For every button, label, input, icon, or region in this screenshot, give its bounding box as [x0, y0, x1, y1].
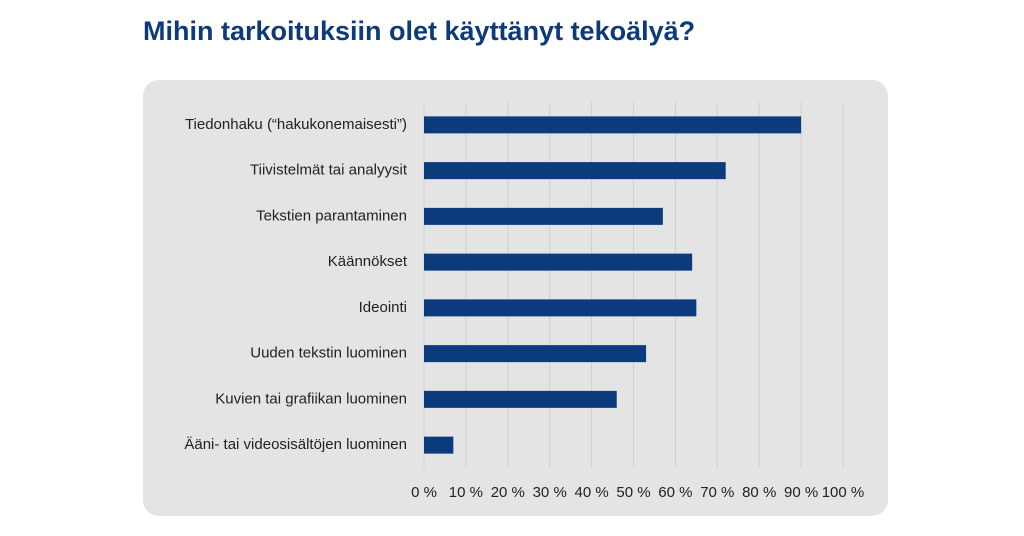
y-tick-label: Käännökset	[328, 253, 408, 270]
chart-panel	[143, 80, 888, 516]
y-tick-label: Tiedonhaku (“hakukonemaisesti”)	[185, 116, 407, 133]
x-tick-label: 0 %	[411, 484, 437, 501]
x-tick-label: 80 %	[742, 484, 776, 501]
bar	[424, 299, 697, 317]
bar	[424, 253, 693, 271]
bar	[424, 116, 802, 134]
x-tick-label: 30 %	[533, 484, 567, 501]
bar	[424, 345, 647, 363]
chart-title: Mihin tarkoituksiin olet käyttänyt tekoä…	[143, 16, 695, 46]
x-tick-label: 50 %	[616, 484, 650, 501]
bar	[424, 390, 617, 408]
y-tick-label: Ääni- tai videosisältöjen luominen	[184, 436, 407, 453]
x-tick-label: 70 %	[700, 484, 734, 501]
x-tick-label: 60 %	[658, 484, 692, 501]
x-tick-label: 20 %	[491, 484, 525, 501]
x-tick-label: 40 %	[574, 484, 608, 501]
x-tick-label: 90 %	[784, 484, 818, 501]
bar	[424, 436, 454, 454]
y-tick-label: Uuden tekstin luominen	[250, 345, 407, 362]
y-tick-label: Tiivistelmät tai analyysit	[250, 162, 408, 179]
x-tick-label: 10 %	[449, 484, 483, 501]
bar	[424, 162, 726, 180]
y-tick-label: Tekstien parantaminen	[256, 207, 407, 224]
y-tick-label: Kuvien tai grafiikan luominen	[215, 390, 407, 407]
x-tick-label: 100 %	[822, 484, 865, 501]
y-tick-label: Ideointi	[359, 299, 407, 316]
bar	[424, 207, 663, 225]
